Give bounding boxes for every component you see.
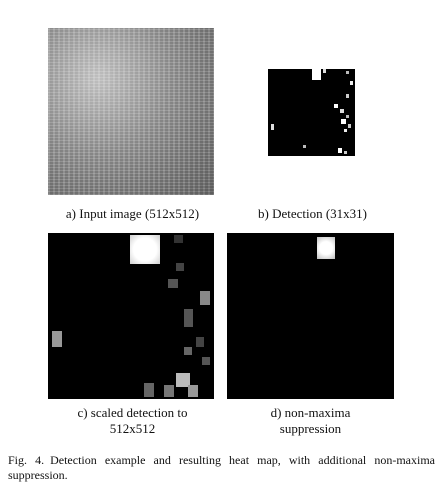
panel-a-caption: a) Input image (512x512) <box>65 206 200 221</box>
detection-blob <box>303 145 306 148</box>
heat-blob <box>200 291 210 305</box>
heat-blob <box>176 373 190 387</box>
nms-peak <box>317 237 335 259</box>
heat-blob <box>188 385 198 397</box>
heat-blob <box>52 331 62 347</box>
detection-blob <box>346 115 349 118</box>
heat-blob <box>144 383 154 397</box>
detection-blob <box>323 69 326 73</box>
detection-blob <box>346 71 349 74</box>
heat-blob <box>202 357 210 365</box>
heat-blob <box>174 235 183 243</box>
heat-blob <box>168 279 178 288</box>
figure-caption: Fig. 4. Detection example and resulting h… <box>8 453 435 483</box>
detection-blob <box>341 119 346 124</box>
detection-blob <box>350 81 353 85</box>
heat-blob <box>130 235 160 264</box>
heat-blob <box>184 309 193 327</box>
detection-blob <box>348 124 351 128</box>
panel-c-caption-line1: c) scaled detection to <box>77 405 188 420</box>
panel-b-caption: b) Detection (31x31) <box>257 206 368 221</box>
input-image <box>48 28 214 195</box>
detection-blob <box>344 151 347 154</box>
detection-blob <box>346 94 349 98</box>
figure-label: Fig. 4. <box>8 453 45 467</box>
panel-d-caption: d) non-maxima suppression <box>227 405 394 437</box>
nms-map <box>227 233 394 399</box>
detection-blob <box>338 148 342 153</box>
detection-blob <box>334 104 338 108</box>
scaled-detection-map <box>48 233 214 399</box>
heat-blob <box>196 337 204 347</box>
panel-d-caption-line1: d) non-maxima <box>270 405 351 420</box>
detection-blob <box>344 129 347 132</box>
panel-d-caption-line2: suppression <box>279 421 342 436</box>
detection-map-small <box>268 69 355 156</box>
panel-c-caption: c) scaled detection to 512x512 <box>40 405 225 437</box>
detection-blob <box>312 69 321 80</box>
heat-blob <box>176 263 184 271</box>
detection-blob <box>340 109 344 113</box>
heat-blob <box>164 385 174 397</box>
panel-c-caption-line2: 512x512 <box>109 421 156 436</box>
heat-blob <box>184 347 192 355</box>
figure-caption-text: Detection example and resulting heat map… <box>8 453 435 482</box>
detection-blob <box>271 124 274 130</box>
